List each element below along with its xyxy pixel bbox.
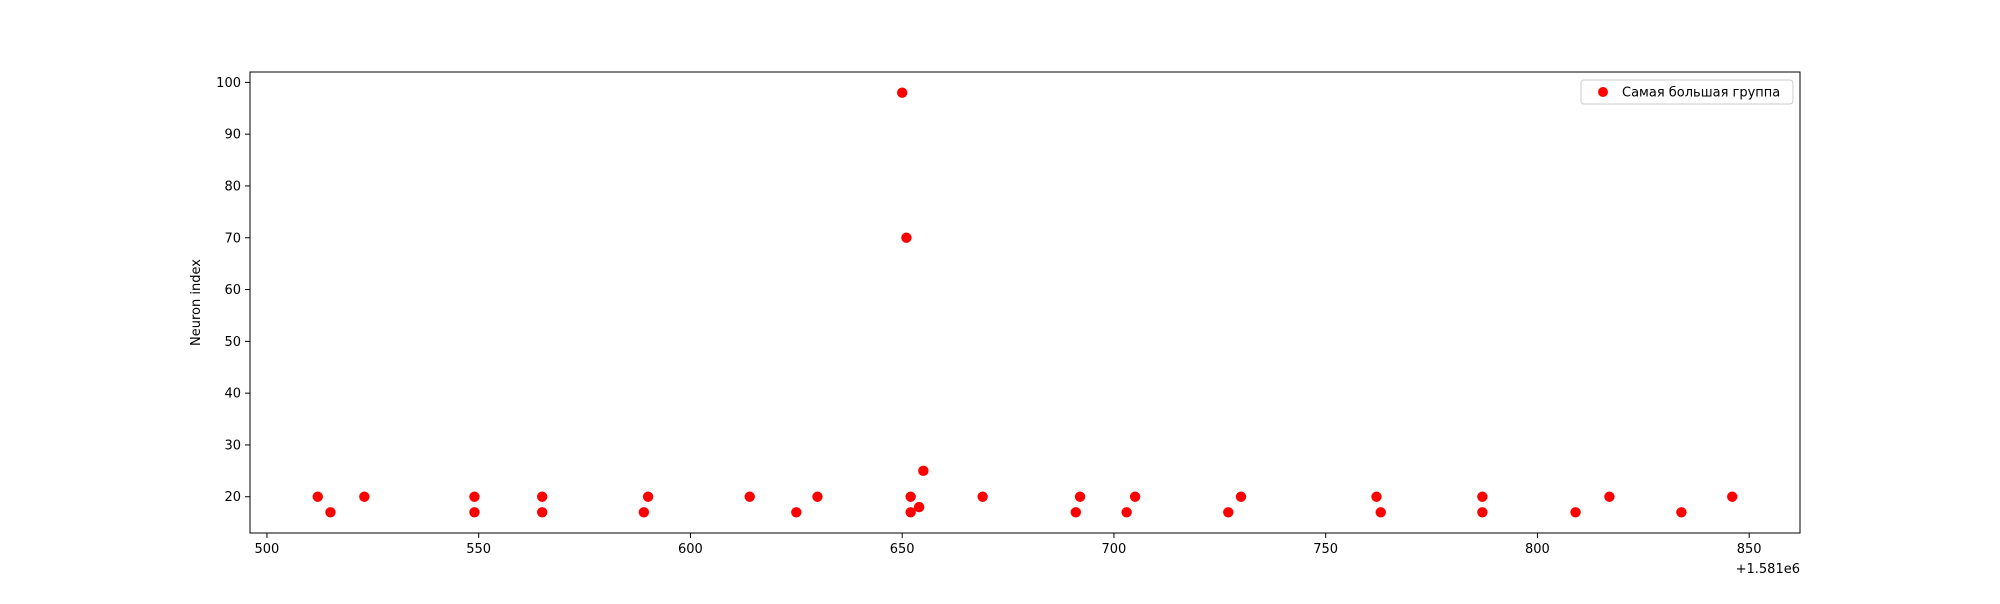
data-points [312,87,1738,518]
legend: Самая большая группа [1580,79,1794,105]
data-point [1371,491,1382,502]
y-tick-label: 30 [224,438,241,453]
data-point [1477,507,1488,518]
x-tick-label: 550 [466,542,491,557]
data-point [905,507,916,518]
y-tick-label: 100 [216,76,241,91]
y-tick-label: 60 [224,283,241,298]
data-point [1129,491,1141,502]
legend-label: Самая большая группа [1622,86,1780,101]
x-tick-label: 800 [1525,542,1550,557]
data-point [913,501,925,513]
x-axis-offset-label: +1.581e6 [1736,562,1800,577]
data-point [1477,491,1488,502]
y-tick-label: 20 [224,490,241,505]
data-point [642,491,654,502]
data-point [1235,491,1247,502]
y-tick-label: 40 [224,387,241,402]
data-point [469,491,480,502]
y-tick-label: 90 [224,128,241,143]
data-point [812,491,823,502]
data-point [469,507,480,518]
plot-frame [249,71,1801,534]
x-tick-label: 850 [1737,542,1762,557]
data-point [359,491,370,502]
data-point [1570,507,1581,518]
data-point [1676,507,1687,518]
legend-marker [1598,87,1608,97]
data-point [312,491,323,502]
x-tick-label: 600 [678,542,703,557]
y-tick-label: 70 [224,231,241,246]
data-point [901,232,912,243]
data-point [1604,491,1615,502]
y-axis-ticks: 20 30 40 50 60 70 80 90 100 [216,76,250,505]
data-point [791,507,802,518]
data-point [1121,507,1132,518]
data-point [638,507,650,518]
data-point [537,491,548,502]
data-point [744,491,755,502]
x-tick-label: 700 [1102,542,1127,557]
data-point [918,465,929,477]
data-point [1070,507,1082,518]
x-tick-label: 500 [255,542,280,557]
data-point [537,507,548,518]
data-point [896,87,908,98]
x-tick-label: 650 [890,542,915,557]
y-axis-label: Neuron index [189,259,204,346]
data-point [905,491,916,502]
data-point [1375,507,1386,518]
x-tick-label: 750 [1313,542,1338,557]
data-point [1727,491,1738,502]
y-tick-label: 80 [224,179,241,194]
data-point [977,491,988,502]
y-tick-label: 50 [224,335,241,350]
data-point [325,507,336,518]
data-point [1074,491,1086,502]
data-point [1223,507,1234,518]
legend-box [1580,79,1794,105]
x-axis-ticks: 500 550 600 650 700 750 800 850 [255,533,1762,557]
